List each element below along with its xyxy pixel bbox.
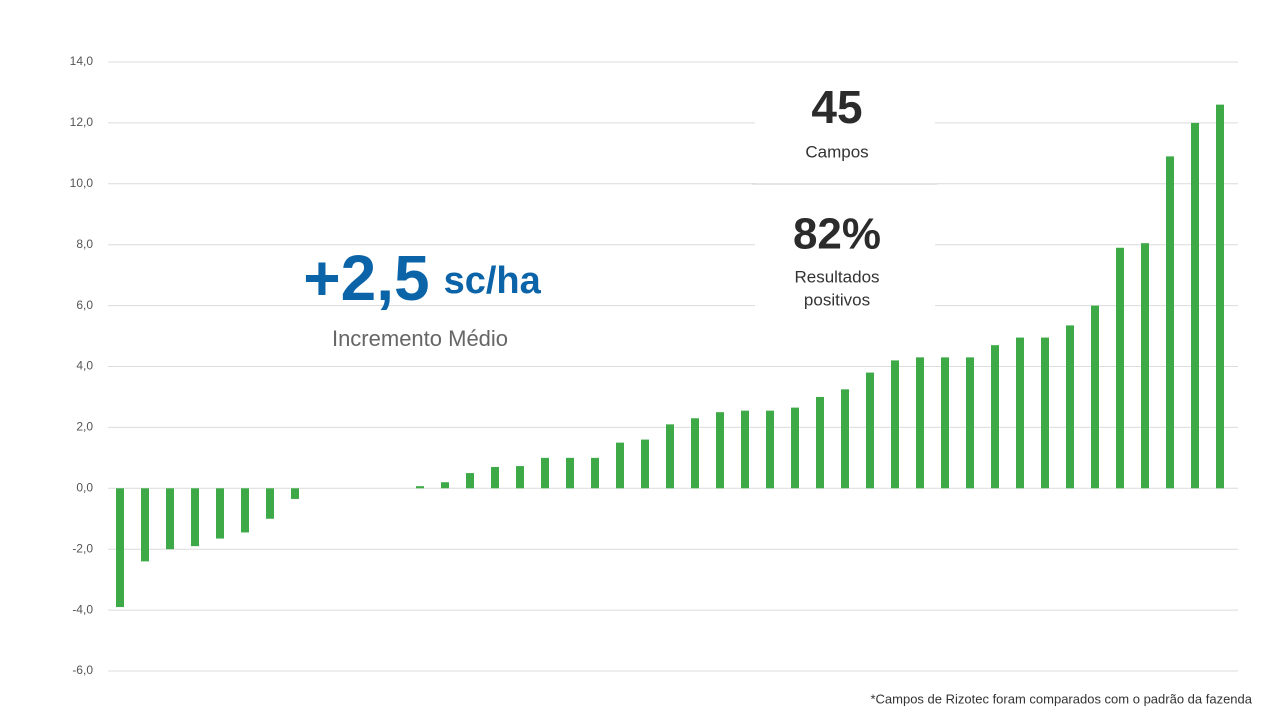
bar: [666, 424, 674, 489]
bar: [416, 486, 424, 489]
positive-label-2: positivos: [804, 290, 870, 309]
bar: [441, 482, 449, 489]
y-tick-label: 4,0: [76, 359, 93, 373]
bar: [891, 360, 899, 489]
positive-share: 82%: [793, 210, 881, 259]
bar: [716, 412, 724, 489]
bar: [916, 357, 924, 489]
bar: [641, 439, 649, 489]
bar: [741, 410, 749, 489]
y-tick-label: -2,0: [72, 541, 93, 555]
bar: [1141, 243, 1149, 489]
bar: [1116, 247, 1124, 489]
highlight-value: +2,5: [303, 242, 429, 314]
bar: [941, 357, 949, 489]
bar: [191, 488, 199, 547]
y-tick-label: -6,0: [72, 663, 93, 677]
y-tick-label: -4,0: [72, 602, 93, 616]
bar: [1016, 337, 1024, 489]
grid: -6,0 -4,0 -2,0 0,0 2,0 4,0 6,0 8,0 10,0 12,0 14,0: [70, 54, 1238, 677]
bar: [266, 488, 274, 519]
bar: [991, 345, 999, 489]
bar: [841, 389, 849, 489]
bar: [1216, 104, 1224, 489]
bars: [116, 104, 1224, 608]
stats-panel: [755, 75, 935, 315]
bar: [816, 396, 824, 489]
bar: [541, 457, 549, 489]
y-tick-label: 14,0: [70, 54, 94, 68]
bar: [1191, 122, 1199, 489]
y-tick-label: 0,0: [76, 480, 93, 494]
bar: [1091, 305, 1099, 489]
highlight-unit: sc/ha: [444, 260, 542, 302]
bar: [766, 410, 774, 489]
bar: [241, 488, 249, 533]
bar: [691, 418, 699, 489]
bar: [566, 457, 574, 489]
highlight-caption: Incremento Médio: [332, 326, 508, 351]
bar: [516, 466, 524, 489]
bar: [291, 488, 299, 499]
y-tick-label: 12,0: [70, 115, 94, 129]
bar: [791, 407, 799, 489]
bar: [166, 488, 174, 550]
y-tick-label: 8,0: [76, 237, 93, 251]
bar: [591, 457, 599, 489]
bar: [866, 372, 874, 489]
bar: [1066, 325, 1074, 489]
y-tick-label: 6,0: [76, 298, 93, 312]
bar: [466, 473, 474, 489]
bar: [491, 466, 499, 489]
footnote: *Campos de Rizotec foram comparados com …: [870, 691, 1252, 706]
bar: [116, 488, 124, 608]
fields-label: Campos: [805, 142, 868, 161]
highlight: +2,5 sc/ha: [303, 242, 541, 314]
bar: [1041, 337, 1049, 489]
bar: [616, 442, 624, 489]
positive-label-1: Resultados: [794, 267, 879, 286]
y-tick-label: 10,0: [70, 176, 94, 190]
y-tick-label: 2,0: [76, 420, 93, 434]
fields-count: 45: [811, 81, 862, 133]
bar: [1166, 156, 1174, 489]
bar: [141, 488, 149, 562]
bar: [966, 357, 974, 489]
bar: [216, 488, 224, 539]
